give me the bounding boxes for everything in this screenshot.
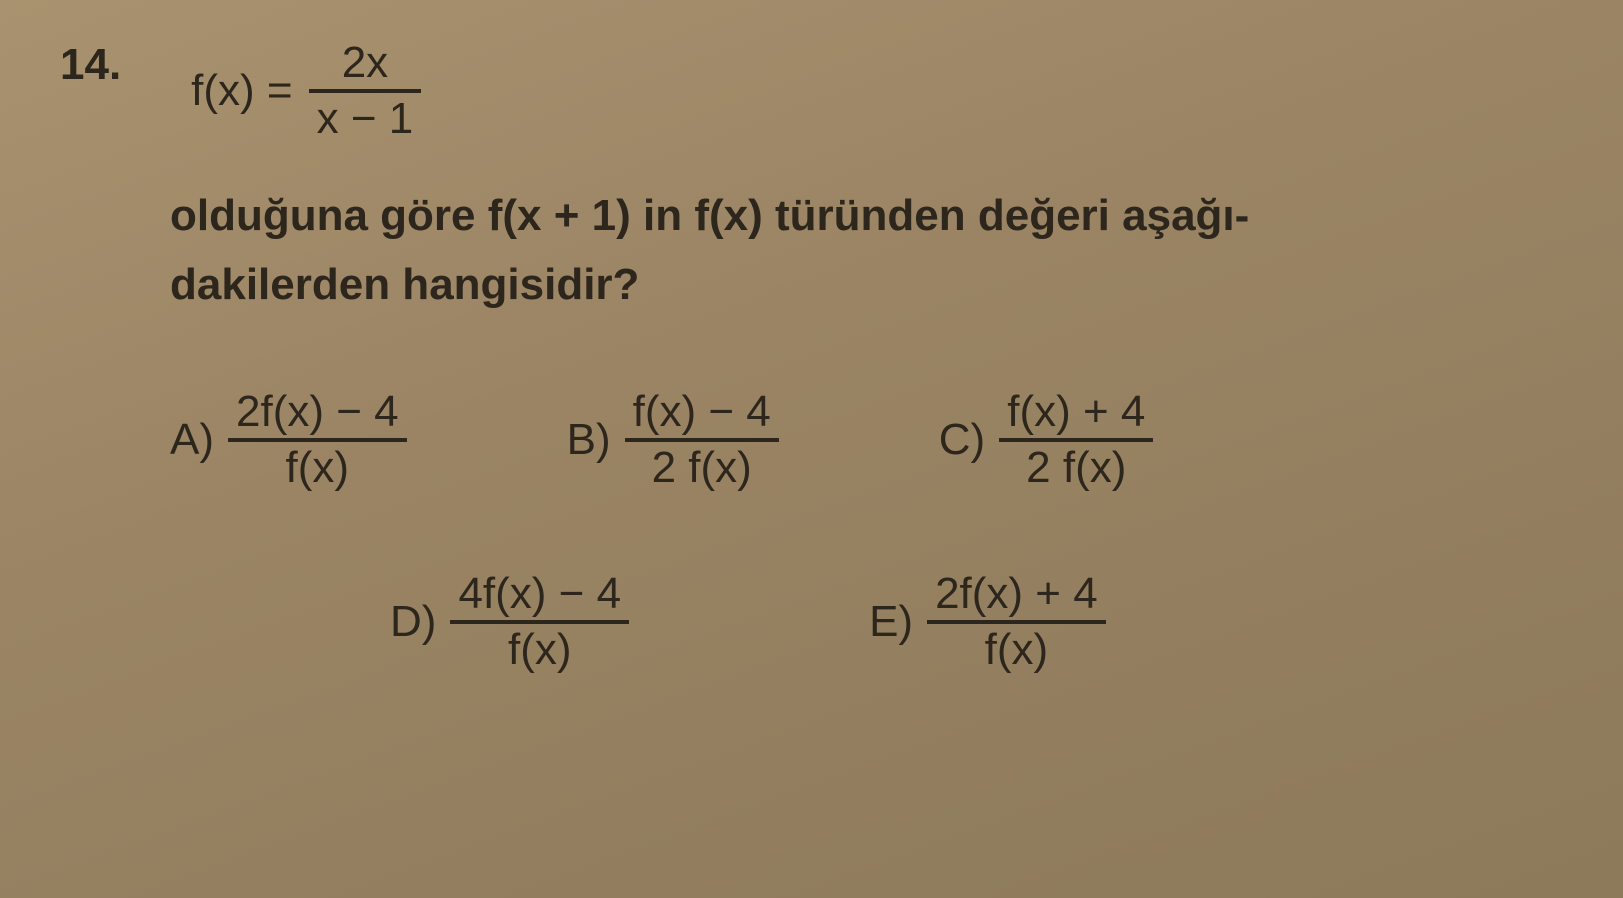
function-lhs: f(x) = — [191, 66, 292, 116]
choice-A[interactable]: A) 2f(x) − 4 f(x) — [170, 389, 407, 491]
fraction-denominator: x − 1 — [309, 96, 422, 142]
fraction-numerator: 4f(x) − 4 — [450, 571, 629, 617]
choice-E[interactable]: E) 2f(x) + 4 f(x) — [869, 571, 1106, 673]
choice-C[interactable]: C) f(x) + 4 2 f(x) — [939, 389, 1154, 491]
choice-row-1: A) 2f(x) − 4 f(x) B) f(x) − 4 2 f(x) C) — [170, 389, 1563, 491]
stem-line-2: dakilerden hangisidir? — [170, 260, 639, 309]
question-page: 14. f(x) = 2x x − 1 olduğuna göre f(x + … — [0, 0, 1623, 898]
fraction-denominator: f(x) — [977, 627, 1057, 673]
fraction-bar — [927, 620, 1106, 624]
choice-label: A) — [170, 415, 214, 465]
fraction-bar — [228, 438, 407, 442]
fraction-bar — [309, 89, 422, 93]
fraction-denominator: 2 f(x) — [1018, 445, 1134, 491]
choice-fraction: 2f(x) − 4 f(x) — [228, 389, 407, 491]
choice-fraction: f(x) − 4 2 f(x) — [625, 389, 779, 491]
given-function: f(x) = 2x x − 1 — [191, 40, 421, 142]
choice-B[interactable]: B) f(x) − 4 2 f(x) — [567, 389, 779, 491]
answer-choices: A) 2f(x) − 4 f(x) B) f(x) − 4 2 f(x) C) — [170, 389, 1563, 674]
choice-label: C) — [939, 415, 985, 465]
fraction-denominator: f(x) — [500, 627, 580, 673]
fraction-bar — [999, 438, 1153, 442]
choice-D[interactable]: D) 4f(x) − 4 f(x) — [390, 571, 629, 673]
fraction-denominator: 2 f(x) — [644, 445, 760, 491]
choice-row-2: D) 4f(x) − 4 f(x) E) 2f(x) + 4 f(x) — [390, 571, 1563, 673]
question-number: 14. — [60, 40, 121, 90]
fraction-numerator: 2f(x) − 4 — [228, 389, 407, 435]
choice-fraction: 4f(x) − 4 f(x) — [450, 571, 629, 673]
fraction-bar — [625, 438, 779, 442]
function-fraction: 2x x − 1 — [309, 40, 422, 142]
fraction-numerator: 2x — [334, 40, 396, 86]
fraction-numerator: f(x) + 4 — [999, 389, 1153, 435]
fraction-numerator: 2f(x) + 4 — [927, 571, 1106, 617]
choice-fraction: 2f(x) + 4 f(x) — [927, 571, 1106, 673]
stem-line-1: olduğuna göre f(x + 1) in f(x) türünden … — [170, 191, 1249, 240]
fraction-denominator: f(x) — [278, 445, 358, 491]
fraction-numerator: f(x) − 4 — [625, 389, 779, 435]
choice-fraction: f(x) + 4 2 f(x) — [999, 389, 1153, 491]
choice-label: D) — [390, 597, 436, 647]
question-stem: olduğuna göre f(x + 1) in f(x) türünden … — [170, 182, 1563, 318]
choice-label: E) — [869, 597, 913, 647]
fraction-bar — [450, 620, 629, 624]
choice-label: B) — [567, 415, 611, 465]
question-header-row: 14. f(x) = 2x x − 1 — [60, 40, 1563, 142]
